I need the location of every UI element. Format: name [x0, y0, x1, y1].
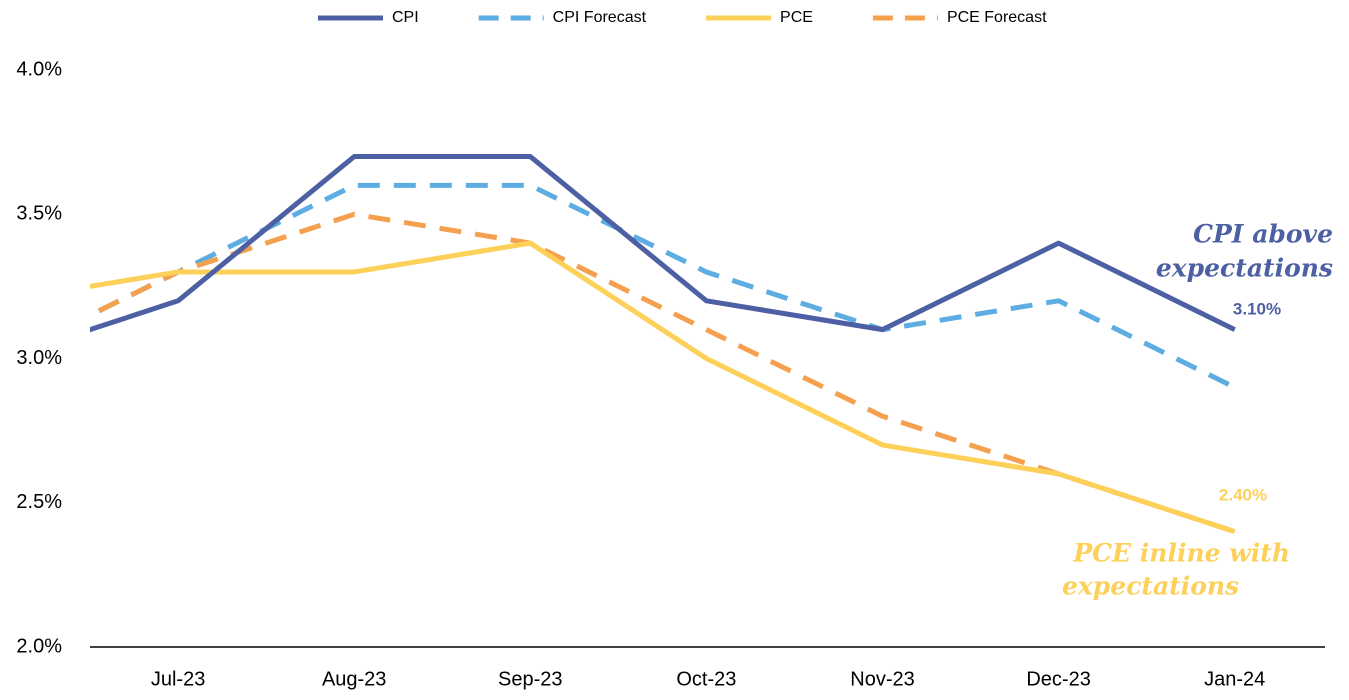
annotation: expectations	[1156, 254, 1333, 283]
x-tick-label: Oct-23	[676, 668, 736, 690]
annotation: expectations	[1062, 572, 1239, 601]
legend-label: PCE Forecast	[947, 9, 1047, 26]
legend-label: PCE	[780, 9, 813, 26]
y-tick-label: 4.0%	[16, 58, 62, 80]
x-tick-label: Nov-23	[850, 668, 914, 690]
series-line	[90, 240, 1236, 534]
annotation: PCE inline with	[1072, 539, 1290, 568]
y-tick-label: 3.0%	[16, 347, 62, 369]
y-tick-label: 2.5%	[16, 491, 62, 513]
value-label: 2.40%	[1219, 485, 1267, 504]
annotation: CPI above	[1193, 220, 1333, 249]
x-tick-label: Jul-23	[151, 668, 205, 690]
x-tick-label: Sep-23	[498, 668, 563, 690]
y-tick-label: 2.0%	[16, 635, 62, 657]
x-tick-label: Jan-24	[1204, 668, 1265, 690]
y-tick-label: 3.5%	[16, 203, 62, 225]
value-label: 3.10%	[1233, 299, 1281, 318]
x-tick-label: Dec-23	[1026, 668, 1090, 690]
x-tick-label: Aug-23	[322, 668, 387, 690]
series-line	[90, 154, 1236, 333]
series-line	[90, 211, 1236, 534]
legend-label: CPI Forecast	[553, 9, 647, 26]
legend-label: CPI	[392, 9, 419, 26]
plot-area	[90, 154, 1236, 534]
